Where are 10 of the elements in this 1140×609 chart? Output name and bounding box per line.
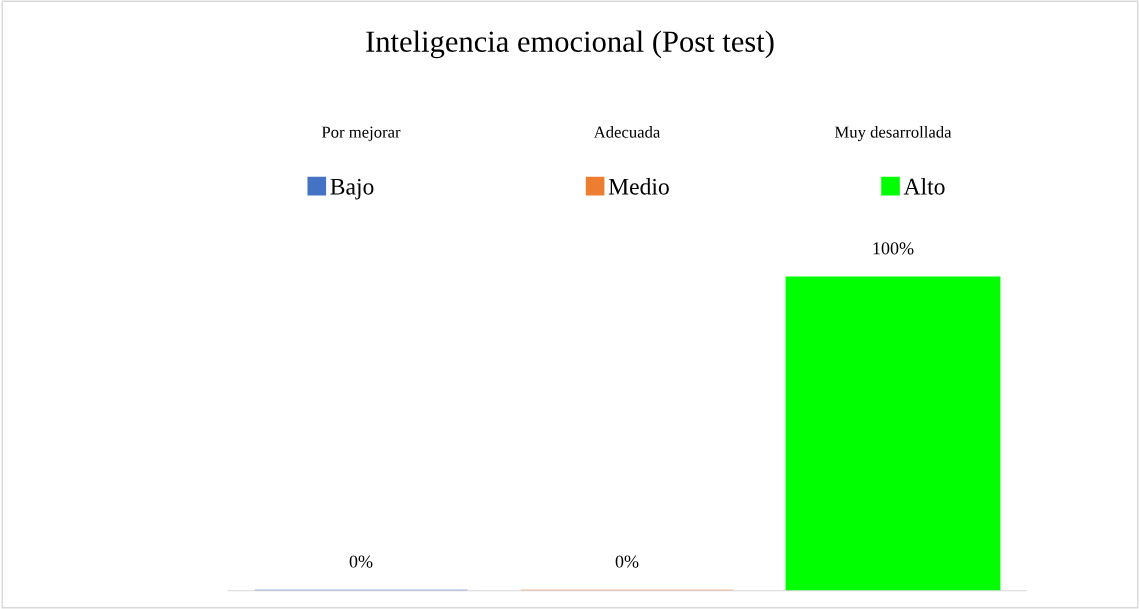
x-tick-label: Adecuada [593,126,661,138]
data-label: 100% [873,242,914,255]
x-tick-label: Muy desarrollada [834,125,952,142]
x-tick-label: Por mejorar [321,126,401,142]
legend-label: Alto [903,178,945,195]
legend-label: Bajo [330,178,374,200]
legend-label: Medio [608,178,669,195]
data-label: 0% [615,555,639,568]
chart-title: Inteligencia emocional (Post test) [366,30,774,59]
data-label: 0% [349,555,373,568]
